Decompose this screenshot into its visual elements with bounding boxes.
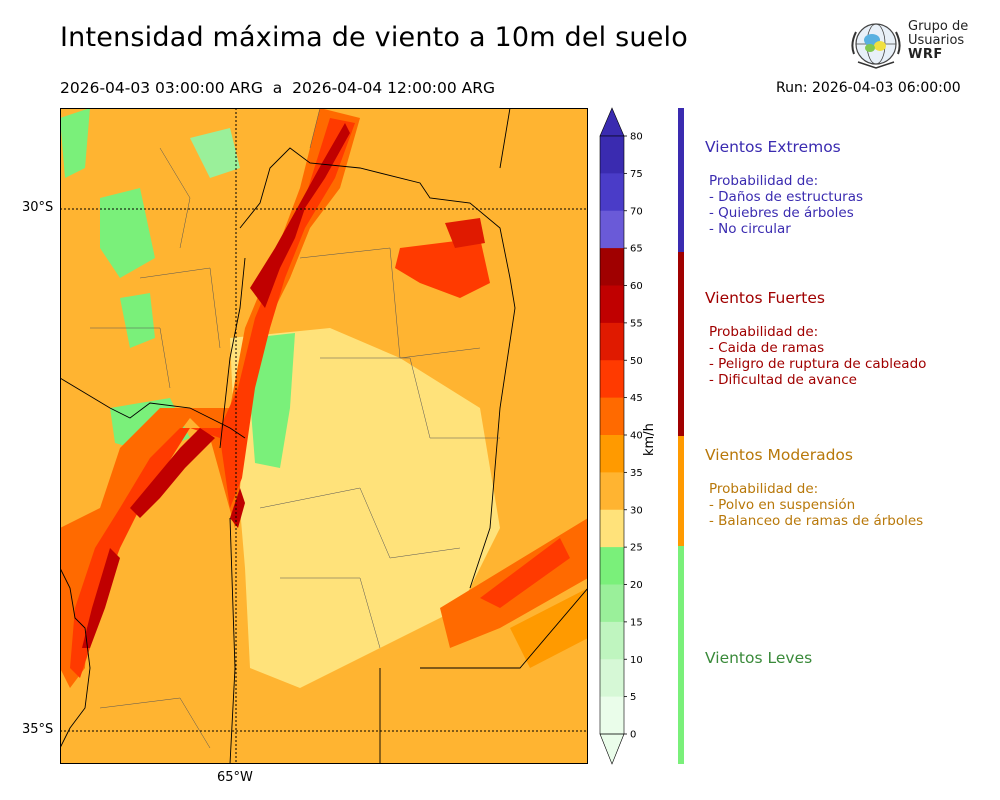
colorbar-tick-label: 20 — [630, 580, 643, 591]
colorbar-swatch — [600, 584, 624, 623]
colorbar-swatch — [600, 547, 624, 585]
wind-field-60 — [250, 123, 350, 308]
category-moderados: Vientos Moderados Probabilidad de: - Pol… — [705, 446, 923, 529]
colorbar-swatch — [600, 435, 624, 473]
colorbar-tick-label: 65 — [630, 244, 643, 255]
colorbar-extend-bottom — [599, 733, 625, 765]
colorbar-swatch — [600, 397, 624, 436]
category-extremos: Vientos Extremos Probabilidad de: - Daño… — [705, 138, 863, 237]
map-title: Intensidad máxima de viento a 10m del su… — [60, 22, 688, 53]
colorbar-tick-label: 35 — [630, 468, 643, 479]
colorbar-swatch — [600, 136, 624, 174]
colorbar-tick-label: 50 — [630, 356, 643, 367]
colorbar-swatch — [600, 360, 624, 399]
globe-icon — [851, 23, 901, 69]
wind-field-60b — [130, 428, 215, 518]
category-bar-fuertes — [678, 252, 684, 436]
province-boundary — [239, 147, 516, 589]
colorbar-tick-label: 10 — [630, 655, 643, 666]
department-line — [139, 267, 221, 349]
colorbar-swatch — [600, 659, 624, 698]
colorbar-tick-label: 0 — [630, 730, 636, 741]
colorbar-tick-label: 55 — [630, 318, 643, 329]
wind-field-green-1 — [60, 108, 90, 178]
department-line — [309, 108, 321, 149]
run-timestamp: Run: 2026-04-03 06:00:00 — [776, 80, 961, 96]
wind-map — [60, 108, 588, 764]
category-bar — [678, 108, 684, 764]
wind-field-ne2 — [445, 218, 485, 248]
category-details: Probabilidad de: - Polvo en suspensión -… — [709, 481, 924, 529]
colorbar-tick-label: 30 — [630, 505, 643, 516]
lat-label-35: 35°S — [22, 722, 54, 737]
department-line — [259, 487, 461, 559]
logo-text: Grupo de Usuarios WRF — [908, 19, 969, 62]
category-title: Vientos Fuertes — [705, 289, 825, 307]
category-fuertes: Vientos Fuertes Probabilidad de: - Caida… — [705, 289, 926, 388]
wind-field-60c — [82, 548, 120, 648]
wind-field-se2 — [480, 538, 570, 608]
department-line — [90, 327, 171, 389]
colorbar-swatch — [600, 509, 624, 548]
wind-field-green-5 — [250, 398, 290, 468]
province-boundary — [60, 377, 246, 439]
colorbar-tick-label: 40 — [630, 431, 643, 442]
wind-field-se3 — [510, 588, 588, 668]
colorbar-tick-label: 45 — [630, 393, 643, 404]
wind-field-calm — [230, 328, 500, 688]
lat-label-30: 30°S — [22, 200, 54, 215]
wind-field-ne — [395, 238, 490, 298]
department-line — [320, 357, 500, 439]
colorbar-unit: km/h — [642, 423, 657, 456]
colorbar-swatch — [600, 322, 624, 361]
province-boundary — [420, 587, 588, 669]
colorbar-tick-label: 15 — [630, 617, 643, 628]
department-line — [159, 147, 191, 249]
department-line — [299, 247, 481, 359]
colorbar-tick-label: 5 — [630, 692, 636, 703]
category-details: Probabilidad de: - Caida de ramas - Peli… — [709, 324, 927, 388]
category-bar-leves — [678, 546, 684, 764]
category-details: Probabilidad de: - Daños de estructuras … — [709, 173, 864, 237]
province-boundary — [219, 257, 246, 449]
category-bar-extremos — [678, 108, 684, 252]
category-title: Vientos Extremos — [705, 138, 841, 156]
province-boundary — [499, 108, 511, 169]
colorbar-swatch — [600, 210, 624, 249]
colorbar-extend-top — [599, 107, 625, 137]
lon-label-65: 65°W — [217, 770, 253, 785]
wind-field-south — [220, 588, 588, 764]
colorbar-tick-label: 80 — [630, 132, 643, 143]
colorbar-tick-label: 25 — [630, 543, 643, 554]
wind-field-green-2 — [100, 188, 155, 278]
department-line — [280, 577, 381, 649]
colorbar-swatch — [600, 285, 624, 324]
forecast-period: 2026-04-03 03:00:00 ARG a 2026-04-04 12:… — [60, 79, 496, 97]
country-boundary — [60, 567, 91, 749]
category-title: Vientos Leves — [705, 649, 813, 667]
wind-field-green-8 — [120, 293, 155, 348]
colorbar-swatch — [600, 621, 624, 660]
wrf-logo: Grupo de Usuarios WRF — [848, 18, 978, 72]
category-title: Vientos Moderados — [705, 446, 853, 464]
colorbar-tick-label: 70 — [630, 206, 643, 217]
colorbar-swatch — [600, 696, 624, 735]
category-leves: Vientos Leves — [705, 649, 812, 667]
province-boundary — [229, 517, 236, 764]
wind-field-60d — [230, 488, 245, 528]
colorbar-tick-label: 60 — [630, 281, 643, 292]
colorbar-swatch — [600, 248, 624, 286]
colorbar-swatch — [600, 173, 624, 212]
colorbar-swatch — [600, 472, 624, 511]
colorbar-tick-label: 75 — [630, 169, 643, 180]
category-bar-moderados — [678, 436, 684, 546]
wind-field-green-6 — [190, 128, 240, 178]
